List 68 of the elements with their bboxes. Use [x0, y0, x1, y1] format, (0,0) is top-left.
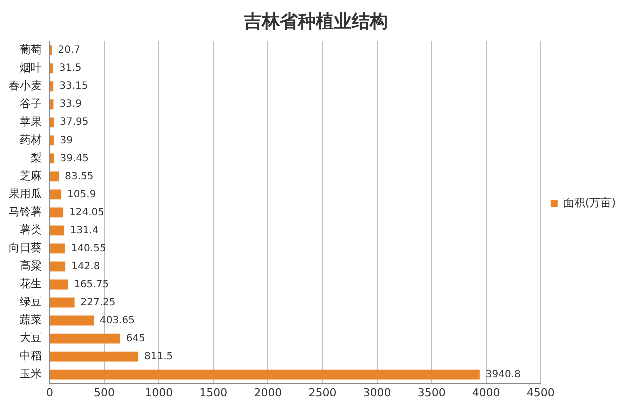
bar — [50, 190, 62, 200]
y-tick-label: 绿豆 — [20, 296, 42, 309]
x-tick-label: 3500 — [418, 386, 446, 400]
data-label: 83.55 — [65, 171, 94, 182]
chart-title: 吉林省种植业结构 — [243, 11, 388, 32]
data-label: 37.95 — [60, 117, 89, 128]
data-label: 227.25 — [80, 297, 116, 308]
y-tick-label: 大豆 — [20, 332, 42, 345]
y-tick-label: 葡萄 — [20, 43, 42, 56]
y-tick-label: 烟叶 — [20, 61, 42, 74]
y-tick-label: 果用瓜 — [9, 188, 42, 201]
bar — [50, 226, 64, 236]
x-tick-label: 4500 — [526, 386, 555, 400]
bar — [50, 172, 60, 182]
bar — [50, 208, 64, 218]
data-label: 165.75 — [74, 279, 110, 290]
data-label: 20.7 — [58, 45, 81, 56]
bar — [50, 298, 75, 308]
y-tick-label: 马铃薯 — [9, 206, 42, 219]
x-tick-label: 3000 — [363, 386, 392, 400]
x-tick-label: 2000 — [254, 386, 282, 400]
data-label: 33.9 — [60, 99, 82, 110]
y-tick-label: 薯类 — [20, 224, 42, 237]
y-tick-label: 春小麦 — [9, 79, 42, 92]
bar — [50, 262, 66, 272]
data-label: 3940.8 — [486, 369, 521, 380]
data-label: 131.4 — [70, 225, 99, 236]
bar — [50, 244, 66, 254]
y-tick-label: 花生 — [20, 278, 42, 291]
data-label: 124.05 — [70, 207, 105, 218]
data-label: 39 — [60, 135, 73, 146]
y-tick-label: 芝麻 — [20, 170, 42, 183]
y-tick-label: 向日葵 — [9, 242, 42, 255]
data-label: 31.5 — [59, 63, 82, 74]
bar — [50, 118, 54, 128]
x-tick-label: 4000 — [472, 386, 500, 400]
legend-label: 面积(万亩) — [563, 196, 616, 210]
bar — [50, 82, 54, 92]
data-label: 33.15 — [60, 81, 88, 92]
y-tick-label: 蔬菜 — [20, 314, 42, 327]
y-tick-label: 玉米 — [20, 368, 42, 381]
bar — [50, 280, 68, 290]
data-label: 645 — [126, 333, 146, 344]
x-tick-label: 2500 — [308, 386, 337, 400]
y-tick-label: 谷子 — [20, 97, 42, 110]
data-label: 39.45 — [60, 153, 89, 164]
x-tick-label: 0 — [46, 386, 54, 400]
y-tick-label: 苹果 — [20, 116, 42, 129]
y-tick-label: 高粱 — [20, 260, 42, 273]
bar — [50, 64, 54, 74]
data-label: 811.5 — [144, 351, 174, 362]
bar — [50, 334, 120, 344]
x-tick-label: 500 — [94, 386, 116, 400]
y-tick-label: 梨 — [31, 152, 42, 165]
data-label: 105.9 — [68, 189, 96, 200]
x-tick-label: 1500 — [200, 386, 228, 400]
x-tick-label: 1000 — [145, 386, 174, 400]
y-tick-label: 药材 — [20, 134, 42, 147]
bar — [50, 316, 94, 326]
bar — [50, 370, 480, 380]
data-label: 140.55 — [71, 243, 106, 254]
bar — [50, 100, 54, 110]
bar — [50, 136, 54, 146]
data-label: 403.65 — [100, 315, 136, 326]
data-label: 142.8 — [72, 261, 100, 272]
y-tick-label: 中稻 — [20, 350, 42, 363]
bar — [50, 352, 139, 362]
bar — [50, 154, 54, 164]
